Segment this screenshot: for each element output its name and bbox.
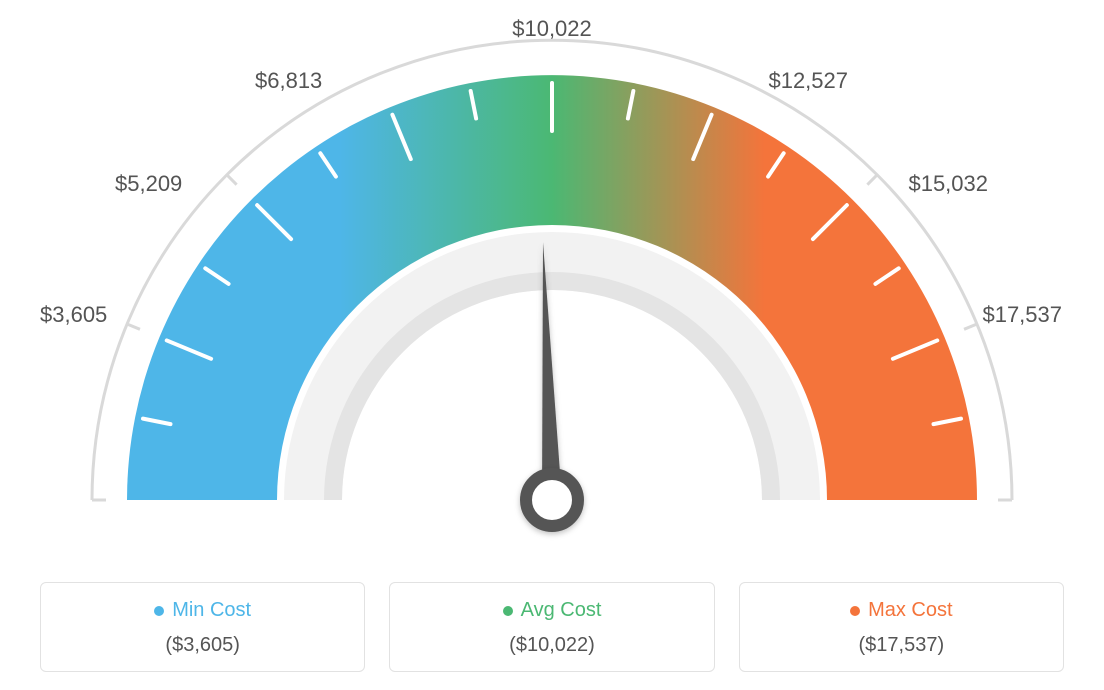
legend-value-min: ($3,605) <box>51 634 354 657</box>
legend-value-max: ($17,537) <box>750 634 1053 657</box>
chart-wrapper: $3,605 $5,209 $6,813 $10,022 $12,527 $15,032 $… <box>0 0 1104 690</box>
legend-title-avg: Avg Cost <box>503 599 602 622</box>
legend-title-text: Avg Cost <box>521 599 602 622</box>
dot-icon <box>154 606 164 616</box>
legend-value-avg: ($10,022) <box>400 634 703 657</box>
legend-title-max: Max Cost <box>850 599 952 622</box>
gauge-svg <box>0 0 1104 545</box>
legend-title-min: Min Cost <box>154 599 251 622</box>
dot-icon <box>850 606 860 616</box>
gauge-tick-label: $10,022 <box>512 16 592 42</box>
legend-card-avg: Avg Cost ($10,022) <box>389 582 714 672</box>
legend-row: Min Cost ($3,605) Avg Cost ($10,022) Max… <box>40 582 1064 672</box>
gauge-tick-label: $15,032 <box>908 171 988 197</box>
legend-title-text: Min Cost <box>172 599 251 622</box>
dot-icon <box>503 606 513 616</box>
gauge-tick-label: $3,605 <box>40 302 107 328</box>
gauge-area: $3,605 $5,209 $6,813 $10,022 $12,527 $15,032 $… <box>0 0 1104 545</box>
legend-card-max: Max Cost ($17,537) <box>739 582 1064 672</box>
legend-card-min: Min Cost ($3,605) <box>40 582 365 672</box>
gauge-tick-label: $5,209 <box>115 171 182 197</box>
gauge-tick-label: $12,527 <box>768 68 848 94</box>
legend-title-text: Max Cost <box>868 599 952 622</box>
gauge-tick-label: $6,813 <box>255 68 322 94</box>
gauge-tick-label: $17,537 <box>982 302 1062 328</box>
